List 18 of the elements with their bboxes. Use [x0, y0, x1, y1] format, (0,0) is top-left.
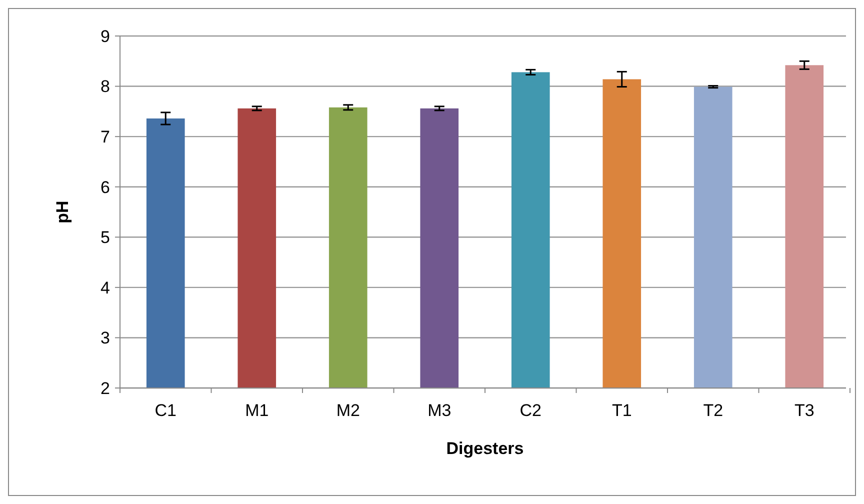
y-tick-label: 9 [100, 26, 110, 46]
y-tick-label: 3 [100, 328, 110, 348]
y-tick-label: 8 [100, 77, 110, 96]
x-axis-title: Digesters [446, 439, 524, 458]
y-axis-title: pH [53, 200, 72, 224]
x-tick-label: M1 [245, 401, 269, 420]
y-tick-label: 7 [100, 128, 110, 147]
x-tick-label: T3 [794, 401, 814, 420]
y-tick-label: 4 [100, 278, 110, 298]
x-tick-label: T2 [703, 401, 724, 420]
x-tick-label: M2 [336, 401, 360, 420]
y-tick-label: 5 [100, 228, 110, 248]
x-tick-label: T1 [612, 401, 632, 420]
x-tick-label: C2 [520, 401, 542, 420]
x-tick-label: C1 [154, 401, 176, 420]
x-tick-label: M3 [428, 401, 452, 420]
y-tick-label: 6 [100, 178, 110, 197]
y-tick-label: 2 [100, 378, 110, 398]
